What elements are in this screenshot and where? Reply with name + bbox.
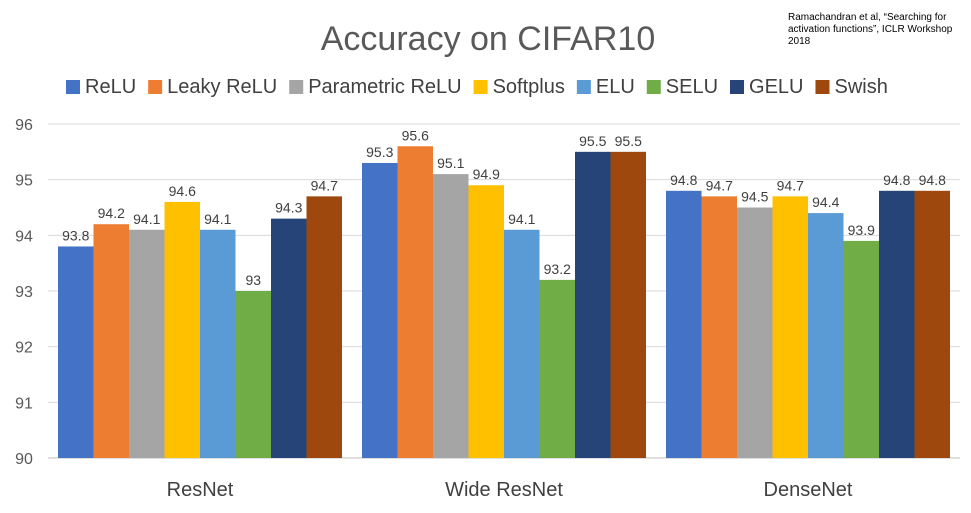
legend-item: Parametric ReLU [289,76,462,98]
data-label: 95.5 [615,133,642,149]
legend-label: GELU [749,76,803,98]
y-tick-label: 95 [15,173,33,190]
data-label: 94.3 [275,200,302,216]
legend-label: SELU [666,76,718,98]
data-label: 94.5 [741,189,768,205]
data-label: 94.7 [777,177,804,193]
bar [468,185,504,458]
data-label: 95.6 [402,127,429,143]
citation-note: Ramachandran et al, “Searching for activ… [788,12,953,47]
y-tick-label: 91 [15,395,33,412]
legend: ReLU Leaky ReLU Parametric ReLU Softplus ELU… [66,76,888,98]
y-tick-label: 92 [15,340,33,357]
bar [164,201,200,458]
legend-item: SELU [646,76,718,98]
data-label: 93.9 [848,222,875,238]
data-label: 95.5 [579,133,606,149]
legend-label: Swish [834,76,887,98]
data-label: 94.8 [883,172,910,188]
data-label: 95.3 [366,144,393,160]
data-label: 94.1 [133,211,160,227]
x-tick-label: Wide ResNet [445,479,563,501]
bar [433,174,469,458]
bar [58,246,94,458]
data-label: 95.1 [437,155,464,171]
bar [362,162,398,458]
bar [575,151,611,459]
bar [306,196,342,458]
data-label: 94.6 [169,183,196,199]
data-label: 94.8 [919,172,946,188]
bar [737,207,773,458]
legend-item: ReLU [66,76,136,98]
legend-swatch [289,80,304,94]
data-label: 94.4 [812,194,839,210]
legend-item: Softplus [473,76,565,98]
x-tick-label: ResNet [167,479,234,501]
data-label: 93.8 [62,227,89,243]
legend-swatch [815,80,830,94]
legend-label: ELU [596,76,635,98]
bar [504,229,540,458]
legend-swatch [730,80,745,94]
bar [235,291,271,458]
data-label: 94.7 [311,177,338,193]
bar [539,279,575,458]
legend-swatch [473,80,488,94]
legend-item: ELU [576,76,635,98]
bar [701,196,737,458]
bar [93,224,129,458]
bars [58,146,950,459]
data-label: 94.2 [98,205,125,221]
x-axis-ticks: ResNet Wide ResNet DenseNet [167,479,853,501]
legend-label: ReLU [85,76,136,98]
bar [772,196,808,458]
chart-title: Accuracy on CIFAR10 [321,20,655,58]
legend-item: Leaky ReLU [148,76,277,98]
bar [610,151,646,459]
data-label: 94.1 [204,211,231,227]
bar [808,213,844,458]
legend-swatch [148,80,163,94]
legend-swatch [576,80,591,94]
data-label: 93.2 [544,261,571,277]
y-tick-label: 94 [15,228,33,245]
y-tick-label: 96 [15,117,33,134]
data-label: 93 [245,272,261,288]
bar [129,229,165,458]
bar [271,218,307,458]
data-label: 94.1 [508,211,535,227]
legend-item: GELU [730,76,803,98]
y-tick-label: 90 [15,451,33,468]
legend-swatch [66,80,80,94]
data-label: 94.7 [706,177,733,193]
bar [397,146,433,458]
bar [666,190,702,459]
data-label: 94.8 [670,172,697,188]
data-labels: 93.8 94.2 94.1 94.6 94.1 93 94.3 94.7 95.3 95.6 95… [62,127,946,288]
y-tick-label: 93 [15,284,33,301]
legend-label: Parametric ReLU [308,76,461,98]
bar [843,240,879,458]
bar [879,190,915,459]
legend-label: Softplus [493,76,565,98]
y-axis-ticks: 90 91 92 93 94 95 96 [15,117,33,468]
legend-item: Swish [815,76,888,98]
bar [914,190,950,459]
bar [200,229,236,458]
data-label: 94.9 [473,166,500,182]
legend-swatch [646,80,661,94]
x-tick-label: DenseNet [764,479,853,501]
legend-label: Leaky ReLU [167,76,277,98]
